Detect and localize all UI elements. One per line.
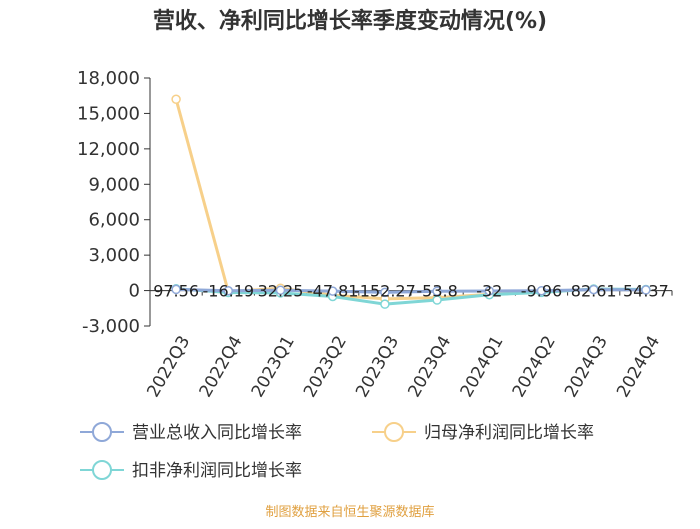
data-label: -9.96 [521,282,562,301]
data-label: -152.27 [354,282,416,301]
data-label: 32.25 [258,282,304,301]
y-tick-label: 15,000 [77,103,140,124]
y-tick-label: 12,000 [77,139,140,160]
y-tick-label: 18,000 [77,68,140,89]
y-axis: 18,000 15,000 12,000 9,000 6,000 3,000 0 -3,000 [77,68,151,337]
data-label-layer: 97.56 -16.19 32.25 -47.81-152.27 -53.8 -32 -9.… [153,282,669,301]
legend-item-0[interactable]: 营业总收入同比增长率 [80,422,302,443]
x-tick-label: 2023Q3 [352,333,403,401]
data-label: -32 [476,282,502,301]
series-1 [171,94,651,304]
data-point[interactable] [380,287,390,298]
legend-item-1[interactable]: 归母净利润同比增长率 [372,422,594,443]
legend-label: 归母净利润同比增长率 [424,423,594,443]
series-line [176,287,646,294]
data-point[interactable] [588,284,599,295]
data-point[interactable] [432,295,442,305]
data-label: 82.61 [571,282,617,301]
data-label: 54.37 [623,282,669,301]
legend-marker [384,422,404,442]
source-note: 制图数据来自恒生聚源数据库 [265,504,434,520]
y-tick-label: 9,000 [88,174,140,195]
data-point[interactable] [641,285,651,295]
series-layer [171,94,651,309]
data-point[interactable] [171,94,181,105]
legend-marker [92,460,112,480]
chart-title: 营收、净利同比增长率季度变动情况(%) [153,8,547,34]
x-tick-label: 2024Q1 [457,333,508,401]
y-tick-label: 0 [129,281,140,302]
x-tick-label: 2023Q1 [248,333,299,401]
data-point[interactable] [484,286,495,296]
series-0 [171,284,651,298]
data-label: 97.56 [153,282,199,301]
x-tick-label: 2023Q2 [300,333,351,401]
legend-marker [92,422,112,442]
data-point[interactable] [536,285,547,296]
x-tick-label: 2024Q3 [561,333,612,401]
y-tick-label: 6,000 [88,210,140,231]
data-label: -16.19 [203,282,255,301]
y-tick-label: -3,000 [82,316,140,337]
x-tick-label: 2024Q4 [613,333,664,401]
x-tick-label: 2022Q4 [196,333,247,401]
data-point[interactable] [275,285,286,295]
legend-item-2[interactable]: 扣非净利润同比增长率 [80,460,302,481]
data-point[interactable] [223,286,234,296]
data-point[interactable] [432,286,442,296]
series-line [174,98,646,301]
data-label: -53.8 [416,282,457,301]
data-label: -47.81 [307,282,359,301]
x-axis: 2022Q3 2022Q4 2023Q1 2023Q2 2023Q3 2023Q4 2024… [143,290,673,401]
legend-label: 扣非净利润同比增长率 [132,461,302,481]
y-tick-label: 3,000 [88,245,140,266]
data-point[interactable] [380,299,390,309]
data-point[interactable] [171,284,181,295]
x-tick-label: 2022Q3 [143,333,194,401]
x-tick-label: 2024Q2 [509,333,560,401]
x-tick-label: 2023Q4 [404,332,455,400]
legend-label: 营业总收入同比增长率 [132,423,302,443]
data-point[interactable] [327,286,338,296]
